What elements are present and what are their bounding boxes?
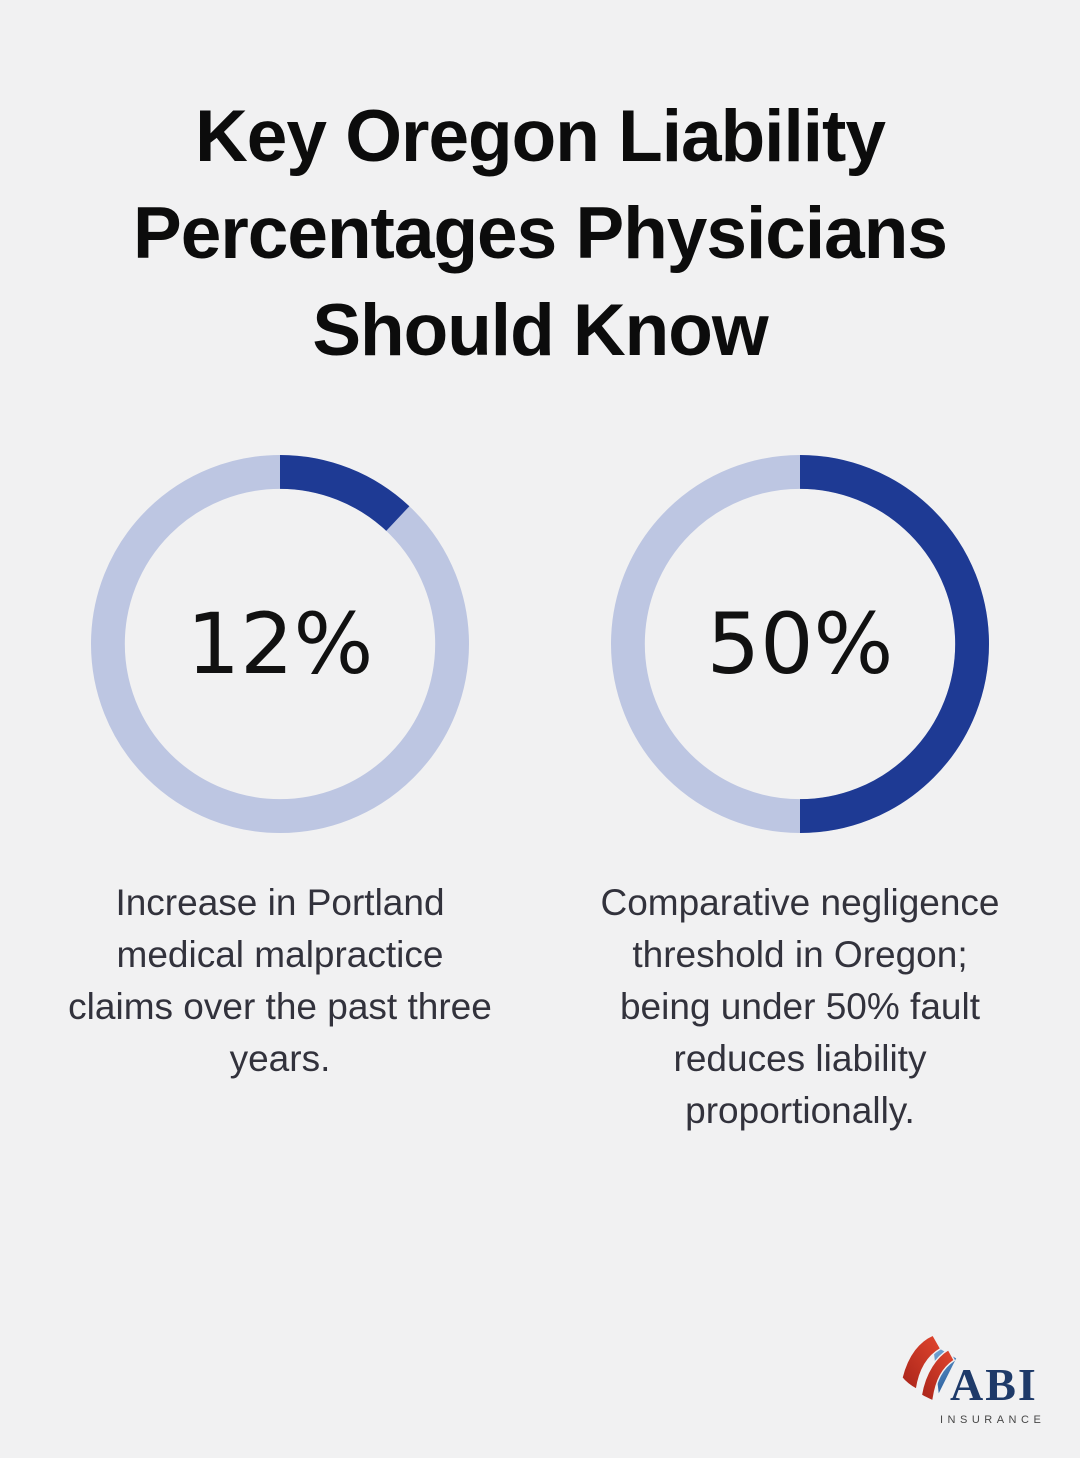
donut-arc <box>91 455 469 833</box>
chart-column-right: 50% Comparative negligence threshold in … <box>570 455 1030 1137</box>
donut-value-label: 50% <box>706 595 894 693</box>
page-title: Key Oregon Liability Percentages Physici… <box>133 96 948 371</box>
logo-subtitle-text: INSURANCE <box>940 1414 1046 1426</box>
abi-insurance-logo: ★ ABI INSURANCE <box>894 1330 1046 1426</box>
donut-caption: Increase in Portland medical malpractice… <box>68 882 492 1079</box>
logo-brand-text: ABI <box>950 1359 1038 1410</box>
donut-caption: Comparative negligence threshold in Oreg… <box>600 882 1000 1131</box>
donut-arc <box>611 455 989 833</box>
chart-column-left: 12% Increase in Portland medical malprac… <box>50 455 510 1137</box>
donut-svg <box>611 455 989 833</box>
donut-chart-50: 50% <box>611 455 989 833</box>
donut-svg <box>91 455 469 833</box>
donut-value-label: 12% <box>186 595 374 693</box>
donut-chart-12: 12% <box>91 455 469 833</box>
donut-chart-row: 12% Increase in Portland medical malprac… <box>0 455 1080 1137</box>
